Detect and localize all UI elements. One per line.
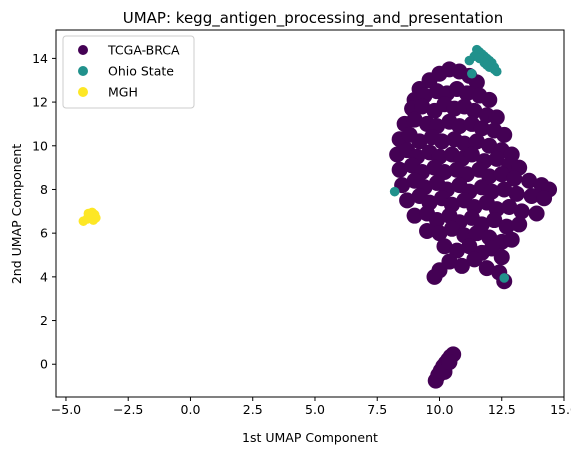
scatter-point (414, 98, 431, 115)
series-mgh (78, 207, 101, 226)
scatter-point (399, 192, 416, 209)
scatter-point (478, 260, 495, 277)
scatter-point (433, 133, 450, 150)
scatter-point (443, 220, 460, 237)
y-axis-label: 2nd UMAP Component (9, 144, 24, 284)
scatter-point (466, 251, 483, 268)
plot-frame (55, 29, 565, 398)
x-tick-label: 12.5 (488, 402, 516, 417)
series-tcga-brca (389, 61, 558, 389)
scatter-point (488, 109, 505, 126)
scatter-point (463, 146, 480, 163)
scatter-point (406, 207, 423, 224)
scatter-point (499, 273, 510, 283)
scatter-point (496, 126, 513, 143)
scatter-point (521, 172, 538, 189)
x-tick-label: 15.0 (550, 402, 571, 417)
scatter-point (498, 218, 515, 235)
scatter-point (506, 170, 523, 187)
scatter-point (493, 166, 510, 183)
scatter-point (481, 137, 498, 154)
x-tick-label: 10.0 (426, 402, 454, 417)
legend-label: MGH (108, 85, 138, 100)
scatter-point (88, 215, 99, 225)
scatter-point (523, 188, 540, 205)
scatter-point (466, 102, 483, 119)
y-tick-label: 2 (40, 313, 48, 328)
y-tick-label: 10 (32, 138, 48, 153)
scatter-point (501, 198, 518, 215)
legend-label: Ohio State (108, 64, 174, 79)
y-tick-label: 8 (40, 182, 48, 197)
scatter-point (426, 268, 443, 285)
scatter-point (482, 60, 492, 70)
legend-marker (78, 45, 88, 55)
scatter-point (468, 133, 485, 150)
legend-box (62, 35, 195, 109)
y-tick-label: 6 (40, 226, 48, 241)
scatter-point (489, 64, 500, 75)
scatter-point (453, 257, 470, 274)
series-ohio-state (389, 44, 510, 283)
scatter-point (513, 203, 530, 220)
scatter-point (493, 249, 510, 266)
scatter-point (508, 185, 525, 202)
scatter-point (411, 133, 428, 150)
scatter-point (441, 354, 458, 371)
scatter-point (496, 181, 513, 198)
y-tick-label: 0 (40, 357, 48, 372)
legend: TCGA-BRCA Ohio State MGH (62, 35, 195, 109)
scatter-point (431, 225, 448, 242)
plot-area (78, 44, 558, 389)
scatter-point (468, 74, 485, 91)
x-tick-label: 0.0 (181, 402, 201, 417)
y-tick-label: 4 (40, 269, 48, 284)
legend-marker (78, 66, 88, 76)
x-tick-label: 5.0 (305, 402, 325, 417)
scatter-point (429, 212, 445, 229)
scatter-point (536, 190, 553, 207)
scatter-point (436, 238, 453, 255)
legend-marker (78, 87, 88, 97)
x-axis-label: 1st UMAP Component (242, 430, 378, 445)
scatter-point (441, 253, 458, 270)
x-tick-label: −2.5 (113, 402, 143, 417)
scatter-point (473, 120, 490, 137)
points-layer (78, 44, 558, 389)
x-tick-label: −5.0 (51, 402, 81, 417)
scatter-point (391, 161, 408, 178)
scatter-point (467, 68, 477, 79)
scatter-point (481, 91, 498, 108)
scatter-point (503, 231, 520, 248)
scatter-point (461, 238, 478, 255)
scatter-point (486, 212, 503, 229)
chart-title: UMAP: kegg_antigen_processing_and_presen… (123, 9, 503, 28)
scatter-point (451, 118, 468, 135)
x-axis: −5.0 −2.5 0.0 2.5 5.0 7.5 10.0 12.5 15.0 (51, 397, 571, 417)
scatter-point (458, 85, 475, 102)
scatter-point (468, 225, 485, 242)
y-axis: 0 2 4 6 8 10 12 14 (32, 51, 56, 372)
legend-label: TCGA-BRCA (107, 43, 180, 58)
y-tick-label: 12 (32, 95, 48, 110)
scatter-point (488, 150, 505, 167)
x-tick-label: 7.5 (367, 402, 387, 417)
scatter-point (406, 111, 423, 128)
y-tick-label: 14 (32, 51, 48, 66)
scatter-point (528, 205, 545, 222)
scatter-point (464, 55, 475, 66)
scatter-point (83, 208, 94, 219)
scatter-point (511, 216, 528, 233)
scatter-point (419, 222, 436, 239)
scatter-point (389, 186, 400, 197)
x-tick-label: 2.5 (243, 402, 263, 417)
